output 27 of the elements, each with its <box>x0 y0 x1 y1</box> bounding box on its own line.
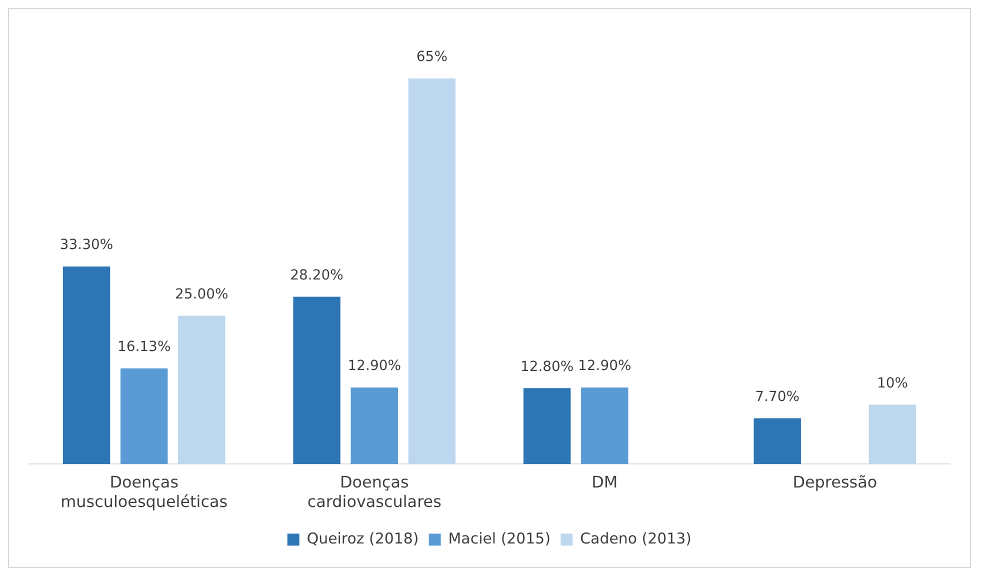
bar <box>350 387 398 464</box>
data-label: 12.90% <box>578 358 632 374</box>
data-label: 25.00% <box>175 286 228 302</box>
data-label: 16.13% <box>117 339 171 356</box>
bar <box>62 266 110 464</box>
bar <box>120 368 168 464</box>
data-label: 12.80% <box>520 358 574 375</box>
data-label: 28.20% <box>290 267 344 284</box>
bar <box>581 387 628 464</box>
bar <box>293 296 340 464</box>
x-tick-label: Doenças musculoesqueléticas <box>60 472 228 511</box>
bar <box>523 388 571 464</box>
bar <box>868 404 916 464</box>
bar <box>408 78 456 464</box>
legend-label: Queiroz (2018) <box>306 529 419 548</box>
data-label: 65% <box>416 49 448 66</box>
legend-label: Maciel (2015) <box>448 529 551 548</box>
x-tick-label: DM <box>592 472 618 492</box>
data-label: 7.70% <box>755 389 800 406</box>
x-tick-label: Doenças cardiovasculares <box>307 472 442 511</box>
bar <box>754 418 801 464</box>
data-label: 33.30% <box>60 237 114 254</box>
data-label: 12.90% <box>348 358 401 374</box>
bar <box>178 316 226 464</box>
data-label: 10% <box>876 375 908 392</box>
x-tick-label: Depressão <box>792 472 878 492</box>
legend-label: Cadeno (2013) <box>580 529 692 548</box>
